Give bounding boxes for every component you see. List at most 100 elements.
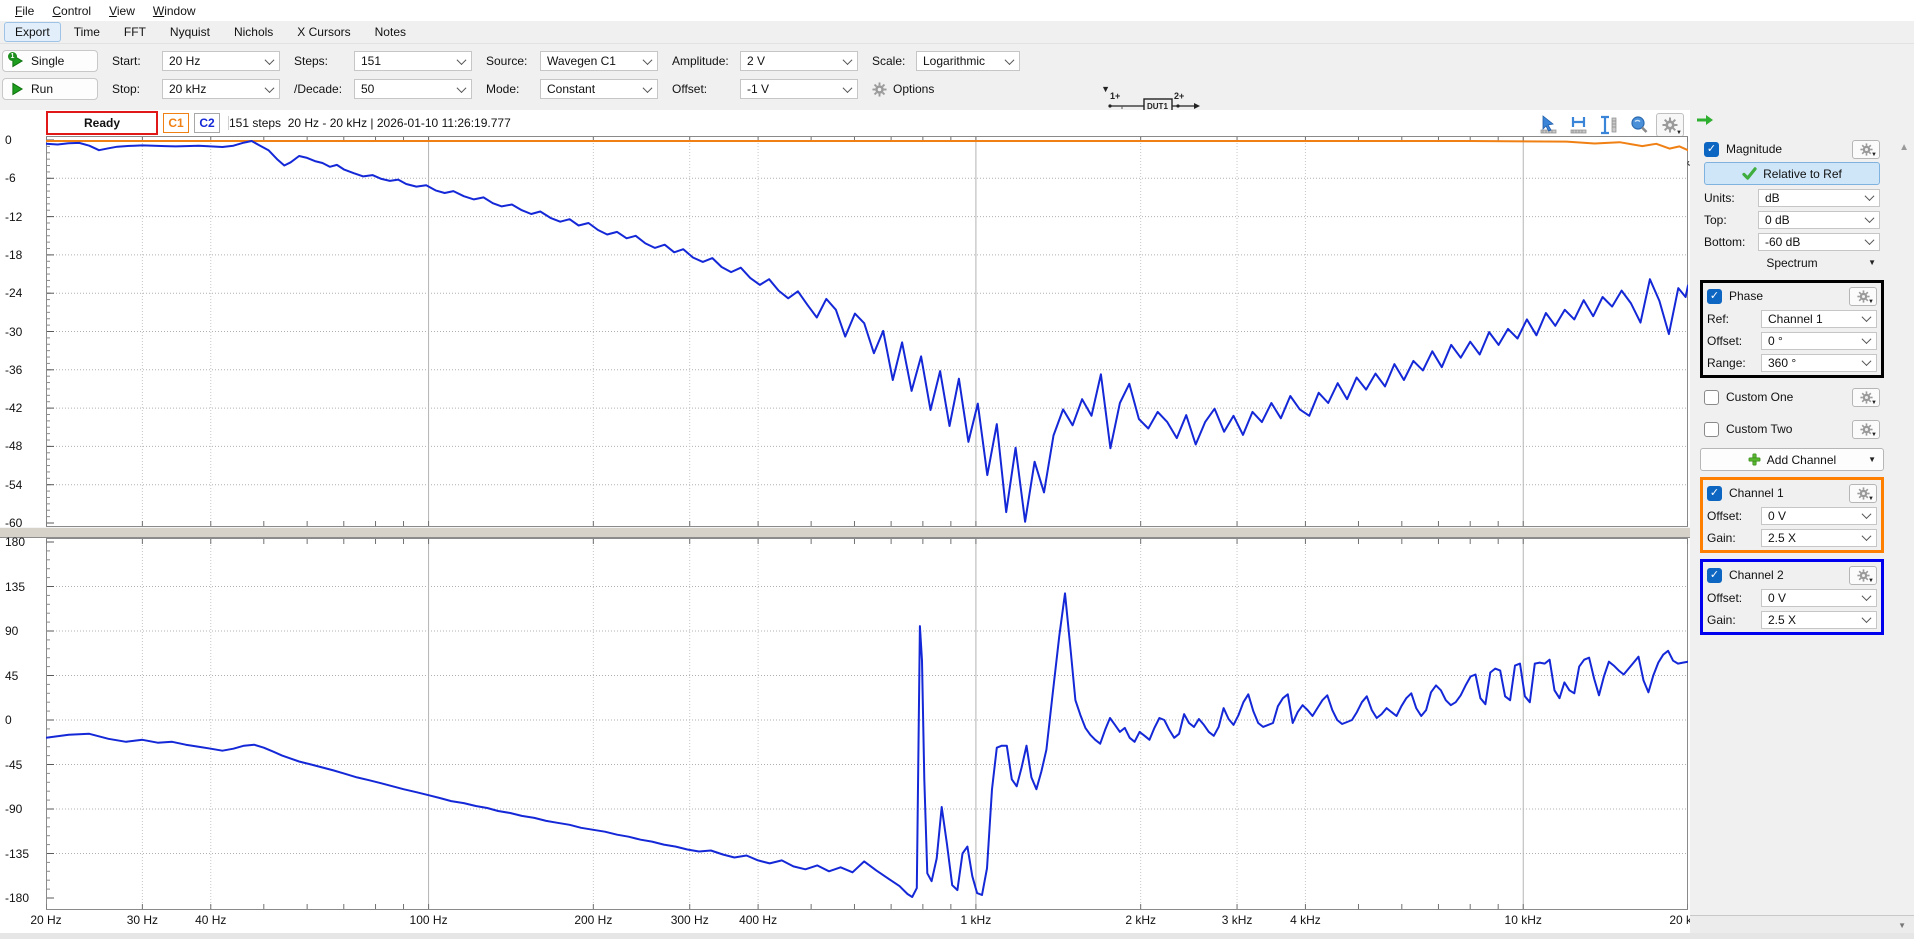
spectrum-expander[interactable]: Spectrum ▼: [1766, 255, 1876, 270]
channel-1-gear-button[interactable]: ▼: [1849, 483, 1877, 503]
axis-tick-label: -18: [5, 247, 23, 262]
mode-combo[interactable]: Constant: [540, 79, 658, 99]
channel1-badge[interactable]: C1: [163, 113, 189, 133]
source-combo[interactable]: Wavegen C1: [540, 51, 658, 71]
chevron-down-icon: [264, 54, 275, 65]
amplitude-combo[interactable]: 2 V: [740, 51, 858, 71]
channel-2-checkbox[interactable]: ✓: [1707, 567, 1722, 583]
magnitude-plot[interactable]: [46, 136, 1688, 527]
steps-label: Steps:: [294, 54, 329, 68]
plot-settings-gear-icon[interactable]: ▼: [1656, 113, 1684, 137]
menu-view[interactable]: View: [109, 3, 135, 18]
phase-checkbox[interactable]: ✓: [1707, 288, 1722, 304]
single-play-icon: 1: [8, 52, 24, 68]
tab-notes[interactable]: Notes: [374, 25, 406, 39]
window-bottom-strip: [0, 933, 1914, 939]
top-combo[interactable]: 0 dB: [1758, 210, 1880, 229]
add-channel-button[interactable]: Add Channel ▼: [1700, 448, 1884, 471]
gear-icon: [872, 82, 887, 97]
start-combo[interactable]: 20 Hz: [162, 51, 280, 71]
axis-tick-label: 135: [5, 579, 26, 594]
phase-offset-combo[interactable]: 0 °: [1761, 331, 1877, 350]
channel-1-gain-combo[interactable]: 2.5 X: [1761, 528, 1877, 547]
scale-combo[interactable]: Logarithmic: [916, 51, 1020, 71]
scale-label: Scale:: [872, 54, 906, 68]
channel2-badge[interactable]: C2: [194, 113, 220, 133]
channel-2-title: Channel 2: [1729, 568, 1784, 582]
plot-splitter-handle[interactable]: [0, 527, 1690, 538]
run-play-icon: [11, 82, 24, 96]
axis-tick-label: 20 Hz: [30, 913, 62, 927]
stop-combo[interactable]: 20 kHz: [162, 79, 280, 99]
phase-plot[interactable]: [46, 538, 1688, 910]
custom-two-checkbox[interactable]: [1704, 421, 1719, 437]
magnitude-gear-button[interactable]: ▼: [1852, 139, 1880, 159]
chevron-down-icon: [264, 82, 275, 93]
phase-section-title: Phase: [1729, 289, 1764, 303]
status-badge: Ready: [46, 111, 158, 135]
menu-window[interactable]: Window: [152, 3, 196, 18]
channel-1-offset-label: Offset:: [1707, 508, 1743, 523]
magnitude-section-title: Magnitude: [1726, 142, 1783, 156]
scroll-up-icon[interactable]: ▲: [1899, 142, 1909, 153]
axis-tick-label: 40 Hz: [195, 913, 227, 927]
pointer-tool-icon[interactable]: [1536, 114, 1562, 136]
bottom-label: Bottom:: [1704, 234, 1746, 249]
chevron-down-icon: [842, 54, 853, 65]
tab-x-cursors[interactable]: X Cursors: [297, 25, 351, 39]
vertical-cursor-tool-icon[interactable]: [1596, 114, 1622, 136]
chevron-down-icon: [456, 54, 467, 65]
magnitude-checkbox[interactable]: ✓: [1704, 141, 1719, 157]
axis-tick-label: -48: [5, 439, 23, 454]
magnitude-section: ✓ Magnitude ▼ Relative to Ref Units: dB …: [1700, 136, 1884, 274]
phase-section: ✓ Phase ▼ Ref: Channel 1 Offset: 0 ° Ran…: [1700, 280, 1884, 378]
caret-down-icon: ▼: [1898, 921, 1906, 930]
channel-2-gain-label: Gain:: [1707, 612, 1736, 627]
custom-two-gear-button[interactable]: ▼: [1852, 419, 1880, 439]
axis-tick-label: -60: [5, 516, 23, 530]
options-button[interactable]: Options ▼: [872, 82, 1110, 97]
bottom-combo[interactable]: -60 dB: [1758, 232, 1880, 251]
magnitude-y-axis-labels: 0 -6 -12 -18 -24 -30 -36 -42 -48 -54 -60: [5, 133, 45, 530]
channel-2-gear-button[interactable]: ▼: [1849, 565, 1877, 585]
axis-tick-label: 10 kHz: [1504, 913, 1542, 927]
relative-to-ref-button[interactable]: Relative to Ref: [1704, 162, 1880, 185]
axis-tick-label: -45: [5, 757, 23, 772]
source-label: Source:: [486, 54, 528, 68]
axis-tick-label: 300 Hz: [670, 913, 709, 927]
run-button[interactable]: Run: [2, 78, 98, 100]
channel-2-offset-label: Offset:: [1707, 590, 1743, 605]
channel-2-gain-combo[interactable]: 2.5 X: [1761, 610, 1877, 629]
tab-nyquist[interactable]: Nyquist: [169, 25, 210, 39]
expand-panel-arrow-icon[interactable]: [1696, 114, 1714, 129]
tab-time[interactable]: Time: [73, 25, 100, 39]
channel-1-checkbox[interactable]: ✓: [1707, 485, 1722, 501]
chevron-down-icon: [456, 82, 467, 93]
menu-file[interactable]: File: [15, 3, 35, 18]
axis-tick-label: -135: [5, 846, 30, 861]
horizontal-cursor-tool-icon[interactable]: [1566, 114, 1592, 136]
axis-tick-label: -36: [5, 362, 23, 377]
channel-1-offset-combo[interactable]: 0 V: [1761, 506, 1877, 525]
tab-fft[interactable]: FFT: [123, 25, 146, 39]
zoom-tool-icon[interactable]: [1626, 114, 1652, 136]
single-button[interactable]: 1 Single: [2, 50, 98, 72]
custom-one-section: Custom One ▼: [1700, 384, 1884, 410]
per-decade-combo[interactable]: 50: [354, 79, 472, 99]
ref-combo[interactable]: Channel 1: [1761, 309, 1877, 328]
menu-bar: File Control View Window: [0, 0, 1914, 21]
phase-gear-button[interactable]: ▼: [1849, 286, 1877, 306]
plus-icon: [1748, 453, 1761, 466]
tab-nichols[interactable]: Nichols: [233, 25, 274, 39]
range-combo[interactable]: 360 °: [1761, 353, 1877, 372]
wavegen-offset-combo[interactable]: -1 V: [740, 79, 858, 99]
axis-tick-label: 4 kHz: [1290, 913, 1321, 927]
menu-control[interactable]: Control: [52, 3, 92, 18]
tab-export[interactable]: Export: [4, 22, 61, 42]
units-combo[interactable]: dB: [1758, 188, 1880, 207]
steps-combo[interactable]: 151: [354, 51, 472, 71]
channel-2-offset-combo[interactable]: 0 V: [1761, 588, 1877, 607]
svg-text:DUT1: DUT1: [1147, 102, 1168, 111]
custom-one-gear-button[interactable]: ▼: [1852, 387, 1880, 407]
custom-one-checkbox[interactable]: [1704, 389, 1719, 405]
